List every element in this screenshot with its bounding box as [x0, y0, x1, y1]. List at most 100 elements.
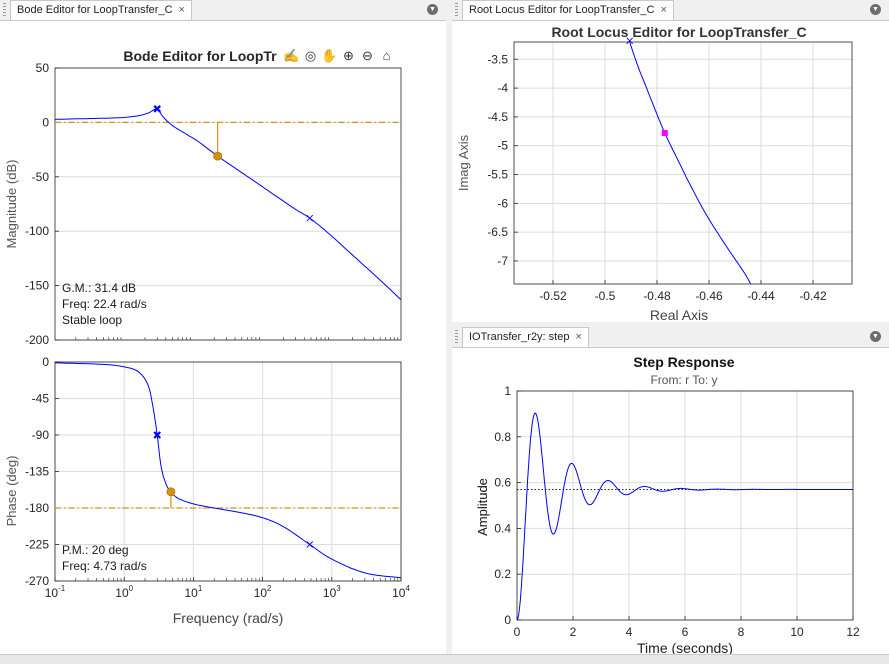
gain-margin-annotation: Freq: 22.4 rad/s [62, 297, 147, 311]
y-tick-label: -6.5 [487, 225, 508, 239]
y-tick-label: -5 [497, 139, 508, 153]
x-tick-label: 4 [626, 625, 633, 639]
y-tick-label: -4 [497, 81, 508, 95]
plot-frame [54, 67, 402, 341]
x-tick-label: 101 [184, 584, 202, 600]
real-axis-label: Real Axis [650, 307, 708, 322]
drag-grip-icon[interactable] [455, 330, 458, 343]
y-tick-label: 0.4 [494, 521, 511, 535]
pole-stroke [626, 37, 634, 45]
phase-margin-marker [166, 487, 176, 497]
tab-root-locus-label: Root Locus Editor for LoopTransfer_C [469, 4, 655, 16]
pan-edit-icon[interactable]: ✍ [283, 48, 300, 63]
tick-base: 10 [254, 586, 268, 600]
tab-step-response-label: IOTransfer_r2y: step [469, 331, 570, 343]
bode-title: Bode Editor for LoopTr [123, 48, 277, 64]
root-locus-title: Root Locus Editor for LoopTransfer_C [551, 24, 806, 40]
time-axis-label: Time (seconds) [637, 640, 733, 654]
compensator-pole-marker [153, 105, 161, 113]
phase-curve [54, 362, 402, 579]
zoom-in-icon[interactable]: ⊕ [343, 48, 354, 63]
step-subtitle: From: r To: y [650, 373, 717, 387]
y-tick-label: -4.5 [487, 110, 508, 124]
tick-exponent: 1 [198, 584, 203, 593]
y-tick-label: 0 [42, 115, 49, 129]
root-locus-plot[interactable]: Root Locus Editor for LoopTransfer_C -3.5… [452, 20, 889, 322]
y-tick-label: 0.8 [494, 430, 511, 444]
y-tick-label: -5.5 [487, 168, 508, 182]
step-response-pane: IOTransfer_r2y: step × ▼ Step Response Fro… [452, 327, 889, 654]
root-locus-branch [629, 41, 752, 285]
y-tick-label: -180 [25, 501, 49, 515]
plant-pole-marker [306, 541, 314, 548]
step-response-plot[interactable]: Step Response From: r To: y 0 0.2 0.4 0.6 0.8 1… [452, 347, 889, 654]
amplitude-axis-label: Amplitude [475, 478, 490, 536]
magnitude-curve [54, 108, 402, 301]
y-tick-label: 0 [42, 355, 49, 369]
plot-toolbar: ✍ ◎ ✋ ⊕ ⊖ ⌂ [283, 47, 395, 64]
y-tick-label: -6 [497, 196, 508, 210]
close-icon[interactable]: × [575, 331, 582, 343]
tick-exponent: 3 [336, 584, 341, 593]
gain-margin-marker [213, 151, 223, 161]
panel-menu-icon[interactable]: ▼ [427, 4, 438, 15]
bode-editor-pane: Bode Editor for LoopTransfer_C × ▼ Bode E… [0, 0, 446, 654]
tab-bode-editor-label: Bode Editor for LoopTransfer_C [17, 4, 173, 16]
drag-grip-icon[interactable] [3, 3, 6, 16]
panel-menu-icon[interactable]: ▼ [870, 331, 881, 342]
y-tick-label: -200 [25, 333, 49, 347]
root-locus-pane: Root Locus Editor for LoopTransfer_C × ▼ … [452, 0, 889, 322]
x-tick-label: 12 [846, 625, 860, 639]
plot-area [514, 42, 852, 284]
y-tick-label: -225 [25, 538, 49, 552]
drag-grip-icon[interactable] [455, 3, 458, 16]
y-tick-label: 1 [504, 384, 511, 398]
tab-bode-editor[interactable]: Bode Editor for LoopTransfer_C × [10, 0, 192, 20]
imag-axis-label: Imag Axis [456, 134, 471, 191]
x-tick-label: -0.42 [799, 289, 827, 303]
panel-menu-icon[interactable]: ▼ [870, 4, 881, 15]
close-icon[interactable]: × [660, 4, 667, 16]
plot-frame [513, 41, 853, 285]
x-tick-label: -0.5 [595, 289, 616, 303]
bode-tab-bar: Bode Editor for LoopTransfer_C × ▼ [0, 0, 446, 21]
gain-margin-annotation: Stable loop [62, 313, 122, 327]
x-tick-label: -0.46 [695, 289, 723, 303]
x-tick-label: 6 [682, 625, 689, 639]
home-icon[interactable]: ⌂ [382, 48, 391, 63]
tab-step-response[interactable]: IOTransfer_r2y: step × [462, 327, 589, 347]
x-tick-label: 103 [323, 584, 341, 600]
phase-axis-label: Phase (deg) [4, 456, 19, 527]
y-tick-label: -50 [32, 170, 50, 184]
bode-plot[interactable]: Bode Editor for LoopTr500-50-100-150-200… [0, 20, 446, 654]
x-tick-label: -0.52 [539, 289, 567, 303]
closed-loop-pole-marker [661, 130, 668, 137]
x-tick-label: 8 [738, 625, 745, 639]
y-tick-label: 0 [504, 613, 511, 627]
data-cursor-icon[interactable]: ◎ [304, 48, 317, 63]
x-tick-label: 10-1 [45, 584, 66, 600]
x-tick-label: 102 [254, 584, 272, 600]
tick-exponent: 4 [405, 584, 410, 593]
y-tick-label: -90 [32, 428, 50, 442]
zoom-out-icon[interactable]: ⊖ [362, 48, 373, 63]
status-bar [0, 654, 889, 664]
step-tab-bar: IOTransfer_r2y: step × ▼ [452, 327, 889, 348]
tick-base: 10 [323, 586, 337, 600]
hand-icon[interactable]: ✋ [321, 48, 338, 63]
y-tick-label: -270 [25, 574, 49, 588]
magnitude-axis-label: Magnitude (dB) [4, 160, 19, 249]
pole-stroke [153, 105, 161, 113]
tick-exponent: 0 [129, 584, 134, 593]
plot-area [55, 68, 401, 340]
phase-margin-annotation: Freq: 4.73 rad/s [62, 559, 147, 573]
tab-root-locus-editor[interactable]: Root Locus Editor for LoopTransfer_C × [462, 0, 674, 20]
close-icon[interactable]: × [178, 4, 185, 16]
y-tick-label: -150 [25, 279, 49, 293]
x-tick-label: 104 [392, 584, 410, 600]
tick-base: 10 [45, 586, 59, 600]
frequency-axis-label: Frequency (rad/s) [173, 610, 283, 626]
tick-base: 10 [115, 586, 129, 600]
step-response-curve [516, 412, 853, 621]
x-tick-label: -0.48 [643, 289, 671, 303]
